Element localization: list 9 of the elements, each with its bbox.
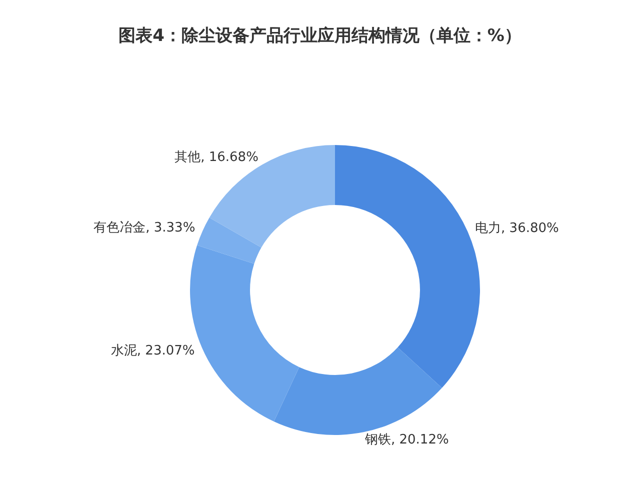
chart-title: 图表4：除尘设备产品行业应用结构情况（单位：%）	[118, 25, 522, 47]
donut-slice	[197, 218, 262, 264]
slice-label: 水泥, 23.07%	[110, 344, 195, 359]
slice-label: 其他, 16.68%	[174, 150, 258, 166]
slice-label: 钢铁, 20.12%	[364, 432, 449, 448]
donut-slice	[209, 145, 335, 248]
donut-slice	[274, 347, 442, 435]
slice-label: 有色冶金, 3.33%	[94, 220, 196, 236]
slice-label: 电力, 36.80%	[475, 220, 559, 236]
